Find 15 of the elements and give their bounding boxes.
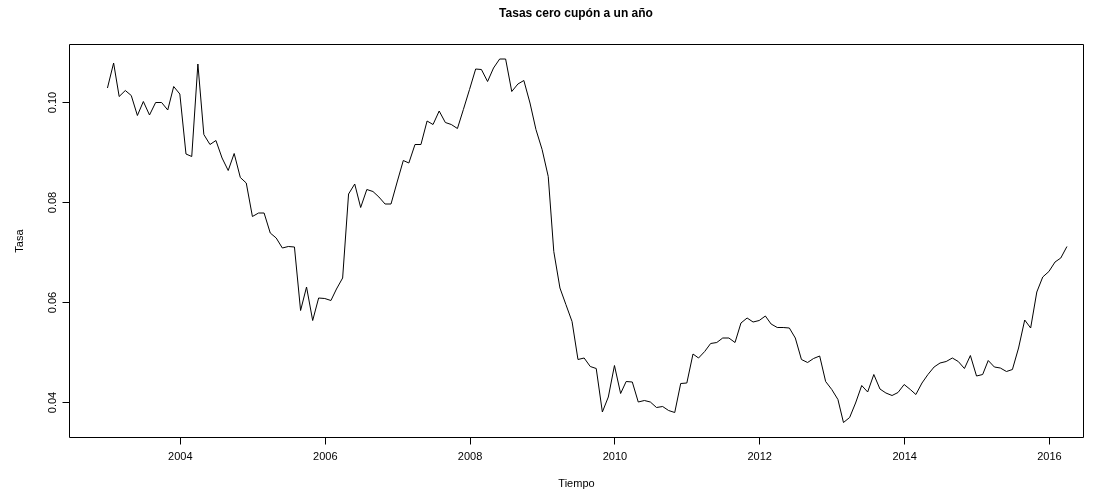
x-tick-label: 2010 (602, 449, 628, 462)
x-tick-label: 2006 (313, 449, 338, 462)
y-tick-label: 0.08 (45, 191, 58, 214)
chart-title: Tasas cero cupón a un año (499, 6, 653, 20)
y-tick-label: 0.04 (45, 391, 58, 414)
x-axis-title: Tiempo (558, 476, 595, 489)
x-tick-label: 2016 (1037, 449, 1062, 462)
x-tick-label: 2012 (747, 449, 772, 462)
x-tick-label: 2014 (892, 449, 917, 462)
x-tick-label: 2004 (168, 449, 193, 462)
y-tick-label: 0.10 (45, 91, 58, 114)
line-series (106, 58, 1068, 423)
x-tick-label: 2008 (457, 449, 483, 462)
y-tick-label: 0.06 (45, 291, 58, 314)
y-axis-title: Tasa (12, 228, 25, 253)
